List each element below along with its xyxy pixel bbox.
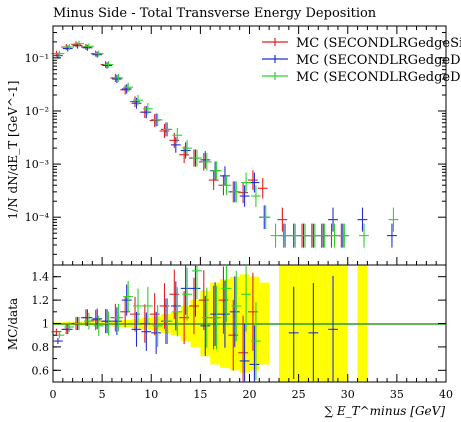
- x-tick-label: 25: [292, 388, 306, 401]
- legend: MC (SECONDLRGedgeSi MC (SECONDLRGedgeDo …: [262, 36, 461, 85]
- y-tick-label-ratio: 1: [42, 318, 49, 331]
- x-tick-label: 10: [144, 388, 158, 401]
- x-tick-label: 15: [193, 388, 207, 401]
- legend-label-1: MC (SECONDLRGedgeSi: [296, 36, 461, 51]
- y-tick-label-main: 10⁻²: [25, 105, 49, 118]
- main-panel: 10⁻¹ 10⁻² 10⁻³ 10⁻⁴: [25, 25, 447, 266]
- y-tick-label-main: 10⁻¹: [25, 52, 49, 65]
- x-tick-label: 0: [50, 388, 57, 401]
- y-tick-label-ratio: 1.2: [32, 294, 50, 307]
- y-tick-label-ratio: 1.4: [32, 271, 50, 284]
- y-tick-label-main: 10⁻³: [25, 158, 49, 171]
- ratio-panel: 0.6 0.8 1 1.2 1.4: [32, 264, 447, 383]
- y-axis-label-main: 1/N dN/dE_T [GeV^-1]: [6, 81, 20, 220]
- x-tick-label: 40: [439, 388, 453, 401]
- y-tick-label-ratio: 0.8: [32, 341, 50, 354]
- y-tick-label-ratio: 0.6: [32, 364, 50, 377]
- x-tick-label: 5: [99, 388, 106, 401]
- legend-label-2: MC (SECONDLRGedgeDo: [296, 53, 461, 68]
- x-tick-label: 30: [341, 388, 355, 401]
- x-tick-label: 20: [243, 388, 257, 401]
- x-tick-label: 35: [390, 388, 404, 401]
- legend-label-3: MC (SECONDLRGedgeDi: [296, 70, 461, 85]
- y-axis-label-ratio: MC/data: [6, 298, 20, 350]
- y-tick-label-main: 10⁻⁴: [25, 211, 50, 224]
- x-axis-label: ∑ E_T^minus [GeV]: [324, 404, 445, 418]
- chart-title: Minus Side - Total Transverse Energy Dep…: [53, 6, 377, 21]
